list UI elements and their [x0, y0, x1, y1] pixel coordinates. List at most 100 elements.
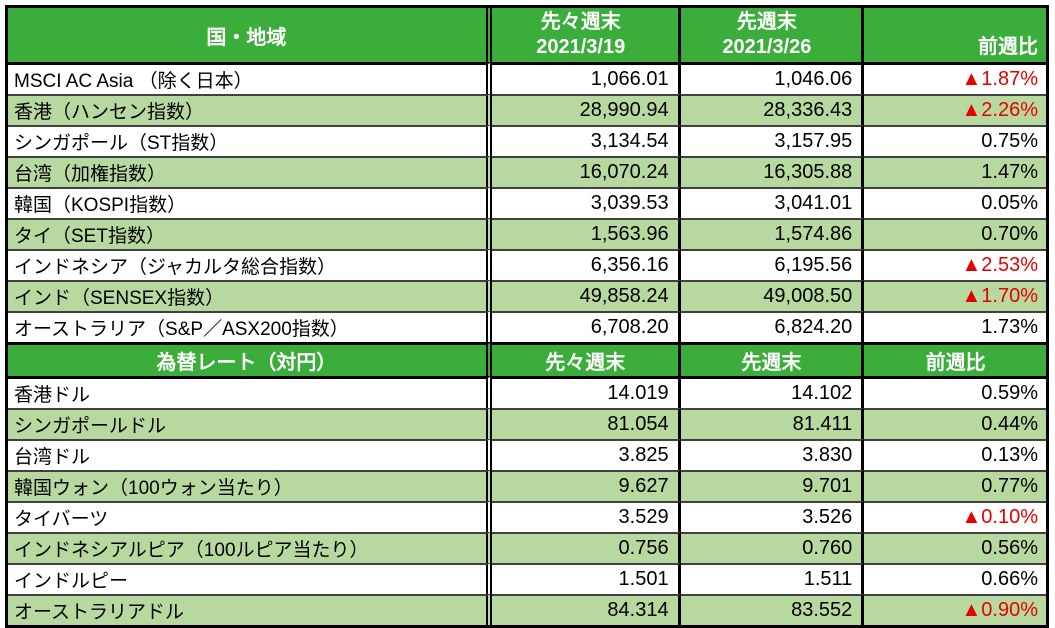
- fx-column-header: 為替レート（対円）: [8, 342, 492, 376]
- row-label: インドルピー: [8, 563, 492, 594]
- last-week-header: 先週末 2021/3/26: [680, 8, 865, 62]
- prev-value-cell: 3,157.95: [680, 125, 865, 156]
- prev2-value-cell: 16,070.24: [491, 156, 681, 187]
- table-row: MSCI AC Asia （除く日本） 1,066.01 1,046.06 ▲1…: [8, 62, 1046, 94]
- prev2-value-cell: 9.627: [491, 470, 681, 501]
- weekly-change-cell: 0.56%: [864, 532, 1046, 563]
- table-row: タイ（SET指数） 1,563.96 1,574.86 0.70%: [8, 218, 1046, 249]
- fx-weekly-change-header: 前週比: [864, 342, 1046, 376]
- row-label: タイバーツ: [8, 501, 492, 532]
- prev2-value-cell: 1,563.96: [491, 218, 681, 249]
- last-week-label: 先週末: [736, 11, 797, 33]
- weekly-change-cell: 0.75%: [864, 125, 1046, 156]
- row-label: シンガポールドル: [8, 408, 492, 439]
- table-row: 香港ドル 14.019 14.102 0.59%: [8, 376, 1046, 408]
- prev-value-cell: 49,008.50: [680, 280, 865, 311]
- row-label: タイ（SET指数）: [8, 218, 492, 249]
- row-label: インド（SENSEX指数）: [8, 280, 492, 311]
- prev2-value-cell: 3.825: [491, 439, 681, 470]
- prev-value-cell: 81.411: [680, 408, 865, 439]
- prev-value-cell: 3.526: [680, 501, 865, 532]
- table-row: オーストラリアドル 84.314 83.552 ▲0.90%: [8, 594, 1046, 625]
- weekly-change-cell: ▲1.87%: [864, 62, 1046, 94]
- table-row: インド（SENSEX指数） 49,858.24 49,008.50 ▲1.70%: [8, 280, 1046, 311]
- row-label: オーストラリアドル: [8, 594, 492, 625]
- weekly-change-cell: 0.44%: [864, 408, 1046, 439]
- table-row: インドネシアルピア（100ルピア当たり） 0.756 0.760 0.56%: [8, 532, 1046, 563]
- week-before-last-header: 先々週末 2021/3/19: [491, 8, 681, 62]
- row-label: オーストラリア（S&P／ASX200指数）: [8, 311, 492, 342]
- prev-value-cell: 1.511: [680, 563, 865, 594]
- weekly-change-cell: ▲0.90%: [864, 594, 1046, 625]
- prev2-value-cell: 6,708.20: [491, 311, 681, 342]
- prev2-value-cell: 6,356.16: [491, 249, 681, 280]
- table-row: タイバーツ 3.529 3.526 ▲0.10%: [8, 501, 1046, 532]
- row-label: 台湾（加権指数）: [8, 156, 492, 187]
- prev2-value-cell: 0.756: [491, 532, 681, 563]
- table-row: 香港（ハンセン指数） 28,990.94 28,336.43 ▲2.26%: [8, 94, 1046, 125]
- fx-header-row: 為替レート（対円） 先々週末 先週末 前週比: [8, 342, 1046, 376]
- prev2-value-cell: 49,858.24: [491, 280, 681, 311]
- prev2-value-cell: 3,039.53: [491, 187, 681, 218]
- prev-value-cell: 16,305.88: [680, 156, 865, 187]
- fx-last-week-header: 先週末: [680, 342, 865, 376]
- weekly-change-cell: ▲2.53%: [864, 249, 1046, 280]
- row-label: 韓国ウォン（100ウォン当たり）: [8, 470, 492, 501]
- row-label: MSCI AC Asia （除く日本）: [8, 62, 492, 94]
- prev2-value-cell: 14.019: [491, 376, 681, 408]
- weekly-change-cell: 1.47%: [864, 156, 1046, 187]
- weekly-change-cell: 0.05%: [864, 187, 1046, 218]
- weekly-change-cell: 0.77%: [864, 470, 1046, 501]
- prev-value-cell: 1,574.86: [680, 218, 865, 249]
- prev2-value-cell: 84.314: [491, 594, 681, 625]
- indices-header-row: 国・地域 先々週末 2021/3/19 先週末 2021/3/26 前週比: [8, 8, 1046, 62]
- prev-value-cell: 28,336.43: [680, 94, 865, 125]
- table-row: オーストラリア（S&P／ASX200指数） 6,708.20 6,824.20 …: [8, 311, 1046, 342]
- row-label: 香港（ハンセン指数）: [8, 94, 492, 125]
- prev-value-cell: 6,195.56: [680, 249, 865, 280]
- table-row: 台湾（加権指数） 16,070.24 16,305.88 1.47%: [8, 156, 1046, 187]
- prev2-value-cell: 1.501: [491, 563, 681, 594]
- prev-value-cell: 83.552: [680, 594, 865, 625]
- region-column-header: 国・地域: [8, 8, 492, 62]
- row-label: シンガポール（ST指数）: [8, 125, 492, 156]
- row-label: インドネシア（ジャカルタ総合指数）: [8, 249, 492, 280]
- table-row: シンガポールドル 81.054 81.411 0.44%: [8, 408, 1046, 439]
- week-before-last-date: 2021/3/19: [536, 36, 626, 58]
- prev2-value-cell: 3,134.54: [491, 125, 681, 156]
- row-label: 香港ドル: [8, 376, 492, 408]
- prev-value-cell: 3.830: [680, 439, 865, 470]
- table-row: 台湾ドル 3.825 3.830 0.13%: [8, 439, 1046, 470]
- prev2-value-cell: 28,990.94: [491, 94, 681, 125]
- prev2-value-cell: 81.054: [491, 408, 681, 439]
- weekly-change-cell: ▲0.10%: [864, 501, 1046, 532]
- table-row: インドネシア（ジャカルタ総合指数） 6,356.16 6,195.56 ▲2.5…: [8, 249, 1046, 280]
- weekly-change-cell: 1.73%: [864, 311, 1046, 342]
- table-row: インドルピー 1.501 1.511 0.66%: [8, 563, 1046, 594]
- weekly-change-cell: 0.59%: [864, 376, 1046, 408]
- prev-value-cell: 0.760: [680, 532, 865, 563]
- weekly-change-cell: 0.70%: [864, 218, 1046, 249]
- weekly-change-cell: ▲2.26%: [864, 94, 1046, 125]
- table-row: シンガポール（ST指数） 3,134.54 3,157.95 0.75%: [8, 125, 1046, 156]
- table-row: 韓国（KOSPI指数） 3,039.53 3,041.01 0.05%: [8, 187, 1046, 218]
- last-week-date: 2021/3/26: [722, 36, 812, 58]
- market-summary-table: 国・地域 先々週末 2021/3/19 先週末 2021/3/26 前週比 MS…: [5, 5, 1049, 628]
- prev-value-cell: 3,041.01: [680, 187, 865, 218]
- week-before-last-label: 先々週末: [540, 11, 621, 33]
- prev-value-cell: 9.701: [680, 470, 865, 501]
- weekly-change-cell: 0.66%: [864, 563, 1046, 594]
- weekly-change-header: 前週比: [864, 8, 1046, 62]
- prev2-value-cell: 1,066.01: [491, 62, 681, 94]
- prev2-value-cell: 3.529: [491, 501, 681, 532]
- prev-value-cell: 14.102: [680, 376, 865, 408]
- fx-week-before-last-header: 先々週末: [491, 342, 681, 376]
- weekly-change-cell: ▲1.70%: [864, 280, 1046, 311]
- prev-value-cell: 1,046.06: [680, 62, 865, 94]
- weekly-change-cell: 0.13%: [864, 439, 1046, 470]
- row-label: 台湾ドル: [8, 439, 492, 470]
- row-label: インドネシアルピア（100ルピア当たり）: [8, 532, 492, 563]
- table-row: 韓国ウォン（100ウォン当たり） 9.627 9.701 0.77%: [8, 470, 1046, 501]
- prev-value-cell: 6,824.20: [680, 311, 865, 342]
- row-label: 韓国（KOSPI指数）: [8, 187, 492, 218]
